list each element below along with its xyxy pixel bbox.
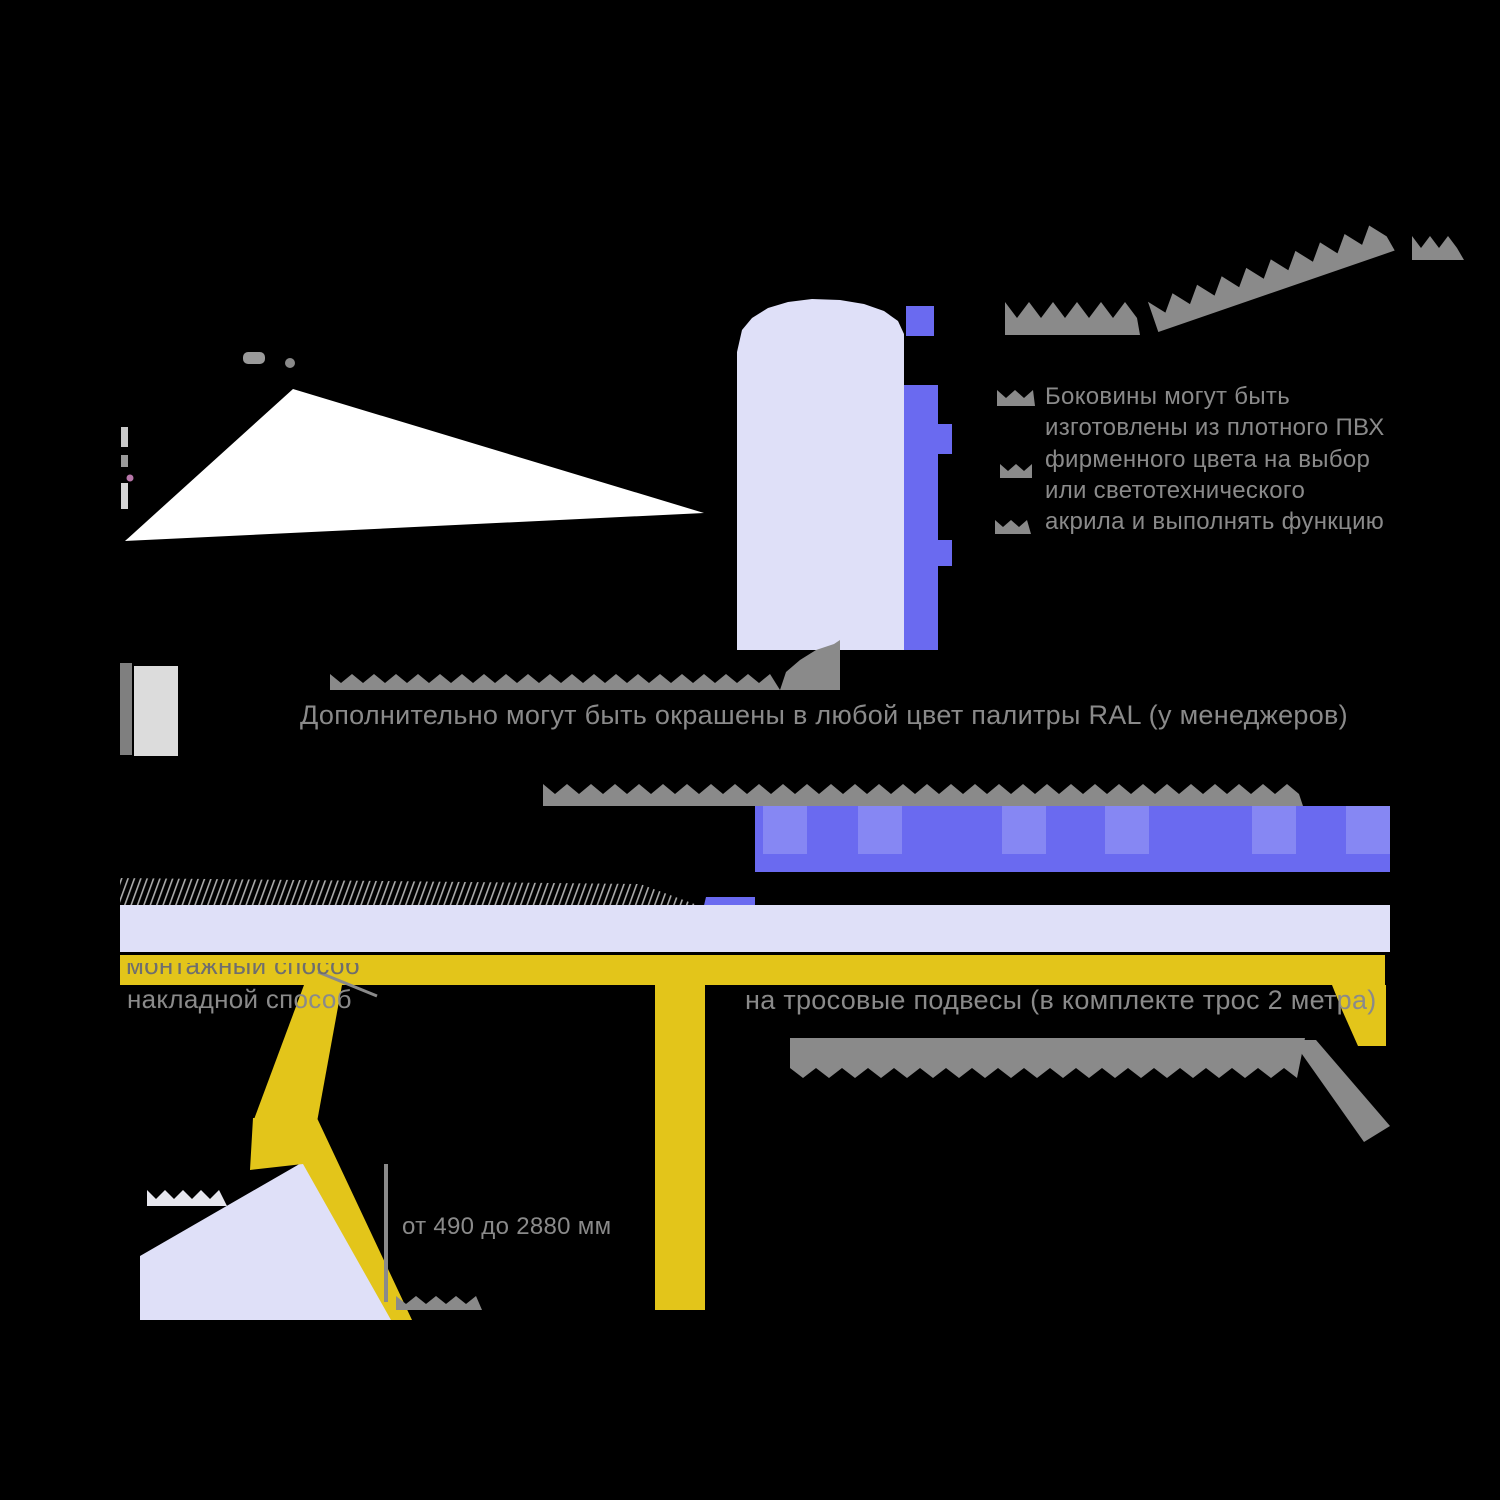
obscured-caption-height [396, 1296, 482, 1310]
obscured-caption-housing [330, 674, 780, 690]
housing-apex-cap [243, 352, 265, 364]
blue-strip-nub-1 [936, 424, 952, 454]
paint-note: Дополнительно могут быть окрашены в любо… [300, 700, 1348, 730]
obscured-mark-3 [995, 520, 1031, 534]
led-chip [1252, 806, 1296, 854]
mount-band [120, 955, 1385, 985]
obscured-caption-suspension [790, 1038, 1305, 1078]
obscured-caption-led [543, 784, 1303, 806]
mount-band-corner [1332, 985, 1386, 1046]
panel-note-line-2: изготовлены из плотного ПВХ [1045, 414, 1385, 441]
hatched-profile-strip [120, 878, 700, 908]
blue-strip [904, 385, 938, 650]
mount-bar-vertical [655, 985, 705, 1310]
panel-note-line-1: Боковины могут быть [1045, 383, 1290, 410]
mounting-method-line-obscured-text: монтажный способ [126, 963, 360, 980]
obscured-mark-4 [1412, 236, 1464, 260]
suspension-strap [253, 985, 342, 1122]
obscured-label-left [147, 1190, 227, 1206]
housing-apex-dot [285, 358, 295, 368]
housing-cross-section-shape [125, 389, 704, 541]
edge-tick-2 [121, 455, 128, 467]
left-block-shadow [120, 663, 132, 755]
obscured-caption-tail [1292, 1040, 1390, 1142]
obscured-mark-1 [997, 390, 1035, 406]
mount-label-pointer [317, 970, 378, 998]
led-chips [763, 806, 1390, 854]
led-chip [1002, 806, 1046, 854]
panel-note-line-3: фирменного цвета на выбор [1045, 446, 1371, 473]
edge-tick-1 [121, 427, 128, 447]
left-block [134, 666, 178, 756]
mounting-method-line-obscured: монтажный способ [126, 963, 406, 982]
led-chip [763, 806, 807, 854]
edge-tick-3 [121, 483, 128, 509]
obscured-heading-zigzag [1147, 225, 1395, 332]
panel-note-line-5: акрила и выполнять функцию [1045, 508, 1385, 535]
bottom-wedge [140, 1162, 396, 1320]
led-chip [1346, 806, 1390, 854]
led-chip [858, 806, 902, 854]
mounting-method-line: накладной способ [127, 984, 352, 1014]
side-panel-shape [737, 299, 904, 650]
obscured-heading-fragment-2 [1147, 225, 1395, 332]
led-chip [1105, 806, 1149, 854]
bottom-wedge-yellow-edge [250, 1118, 412, 1320]
dimension-line [384, 1164, 388, 1302]
suspension-note: на тросовые подвесы (в комплекте трос 2 … [745, 985, 1377, 1015]
obscured-text-fragments [147, 236, 1464, 1310]
panel-note-line-4: или светотехнического [1045, 477, 1306, 504]
obscured-mark-2 [1000, 464, 1032, 478]
obscured-heading-fragment-1 [1005, 302, 1140, 335]
diffuser-band [120, 905, 1390, 952]
blue-strip-top-piece [906, 306, 934, 336]
height-range-label: от 490 до 2880 мм [402, 1213, 612, 1240]
obscured-caption-wedge [780, 640, 840, 690]
blue-strip-nub-2 [936, 540, 952, 566]
edge-marker-dot [126, 474, 134, 482]
